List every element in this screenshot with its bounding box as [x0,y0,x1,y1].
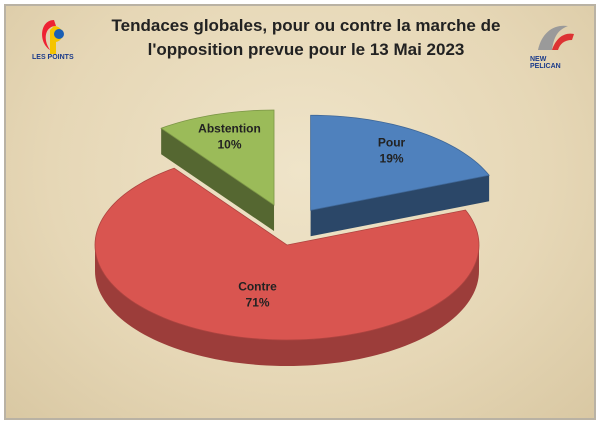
slice-value-label: 10% [218,137,242,151]
logo-right-text: NEW PELICAN [530,56,561,70]
slice-face [310,175,490,237]
pie-slice [160,109,275,232]
logo-right-icon [538,25,574,50]
logo-left-icon [42,20,64,54]
slice [160,109,275,206]
slice-category-label: Pour [378,136,406,150]
logo-right: NEW PELICAN [528,20,578,70]
logo-left-text: LES POINTS [32,54,74,61]
slice [310,114,490,211]
pie-slice [94,167,480,366]
slice-category-label: Abstention [198,121,261,135]
slice-value-label: 19% [380,152,404,166]
slice-wall [95,245,479,366]
slice [94,167,480,341]
slice-face [161,128,275,232]
chart-title: Tendaces globales, pour ou contre la mar… [111,16,501,59]
slice-value-label: 71% [246,295,270,309]
logo-left: LES POINTS [32,16,74,62]
pie-slice [310,114,490,237]
slice-category-label: Contre [238,279,277,293]
